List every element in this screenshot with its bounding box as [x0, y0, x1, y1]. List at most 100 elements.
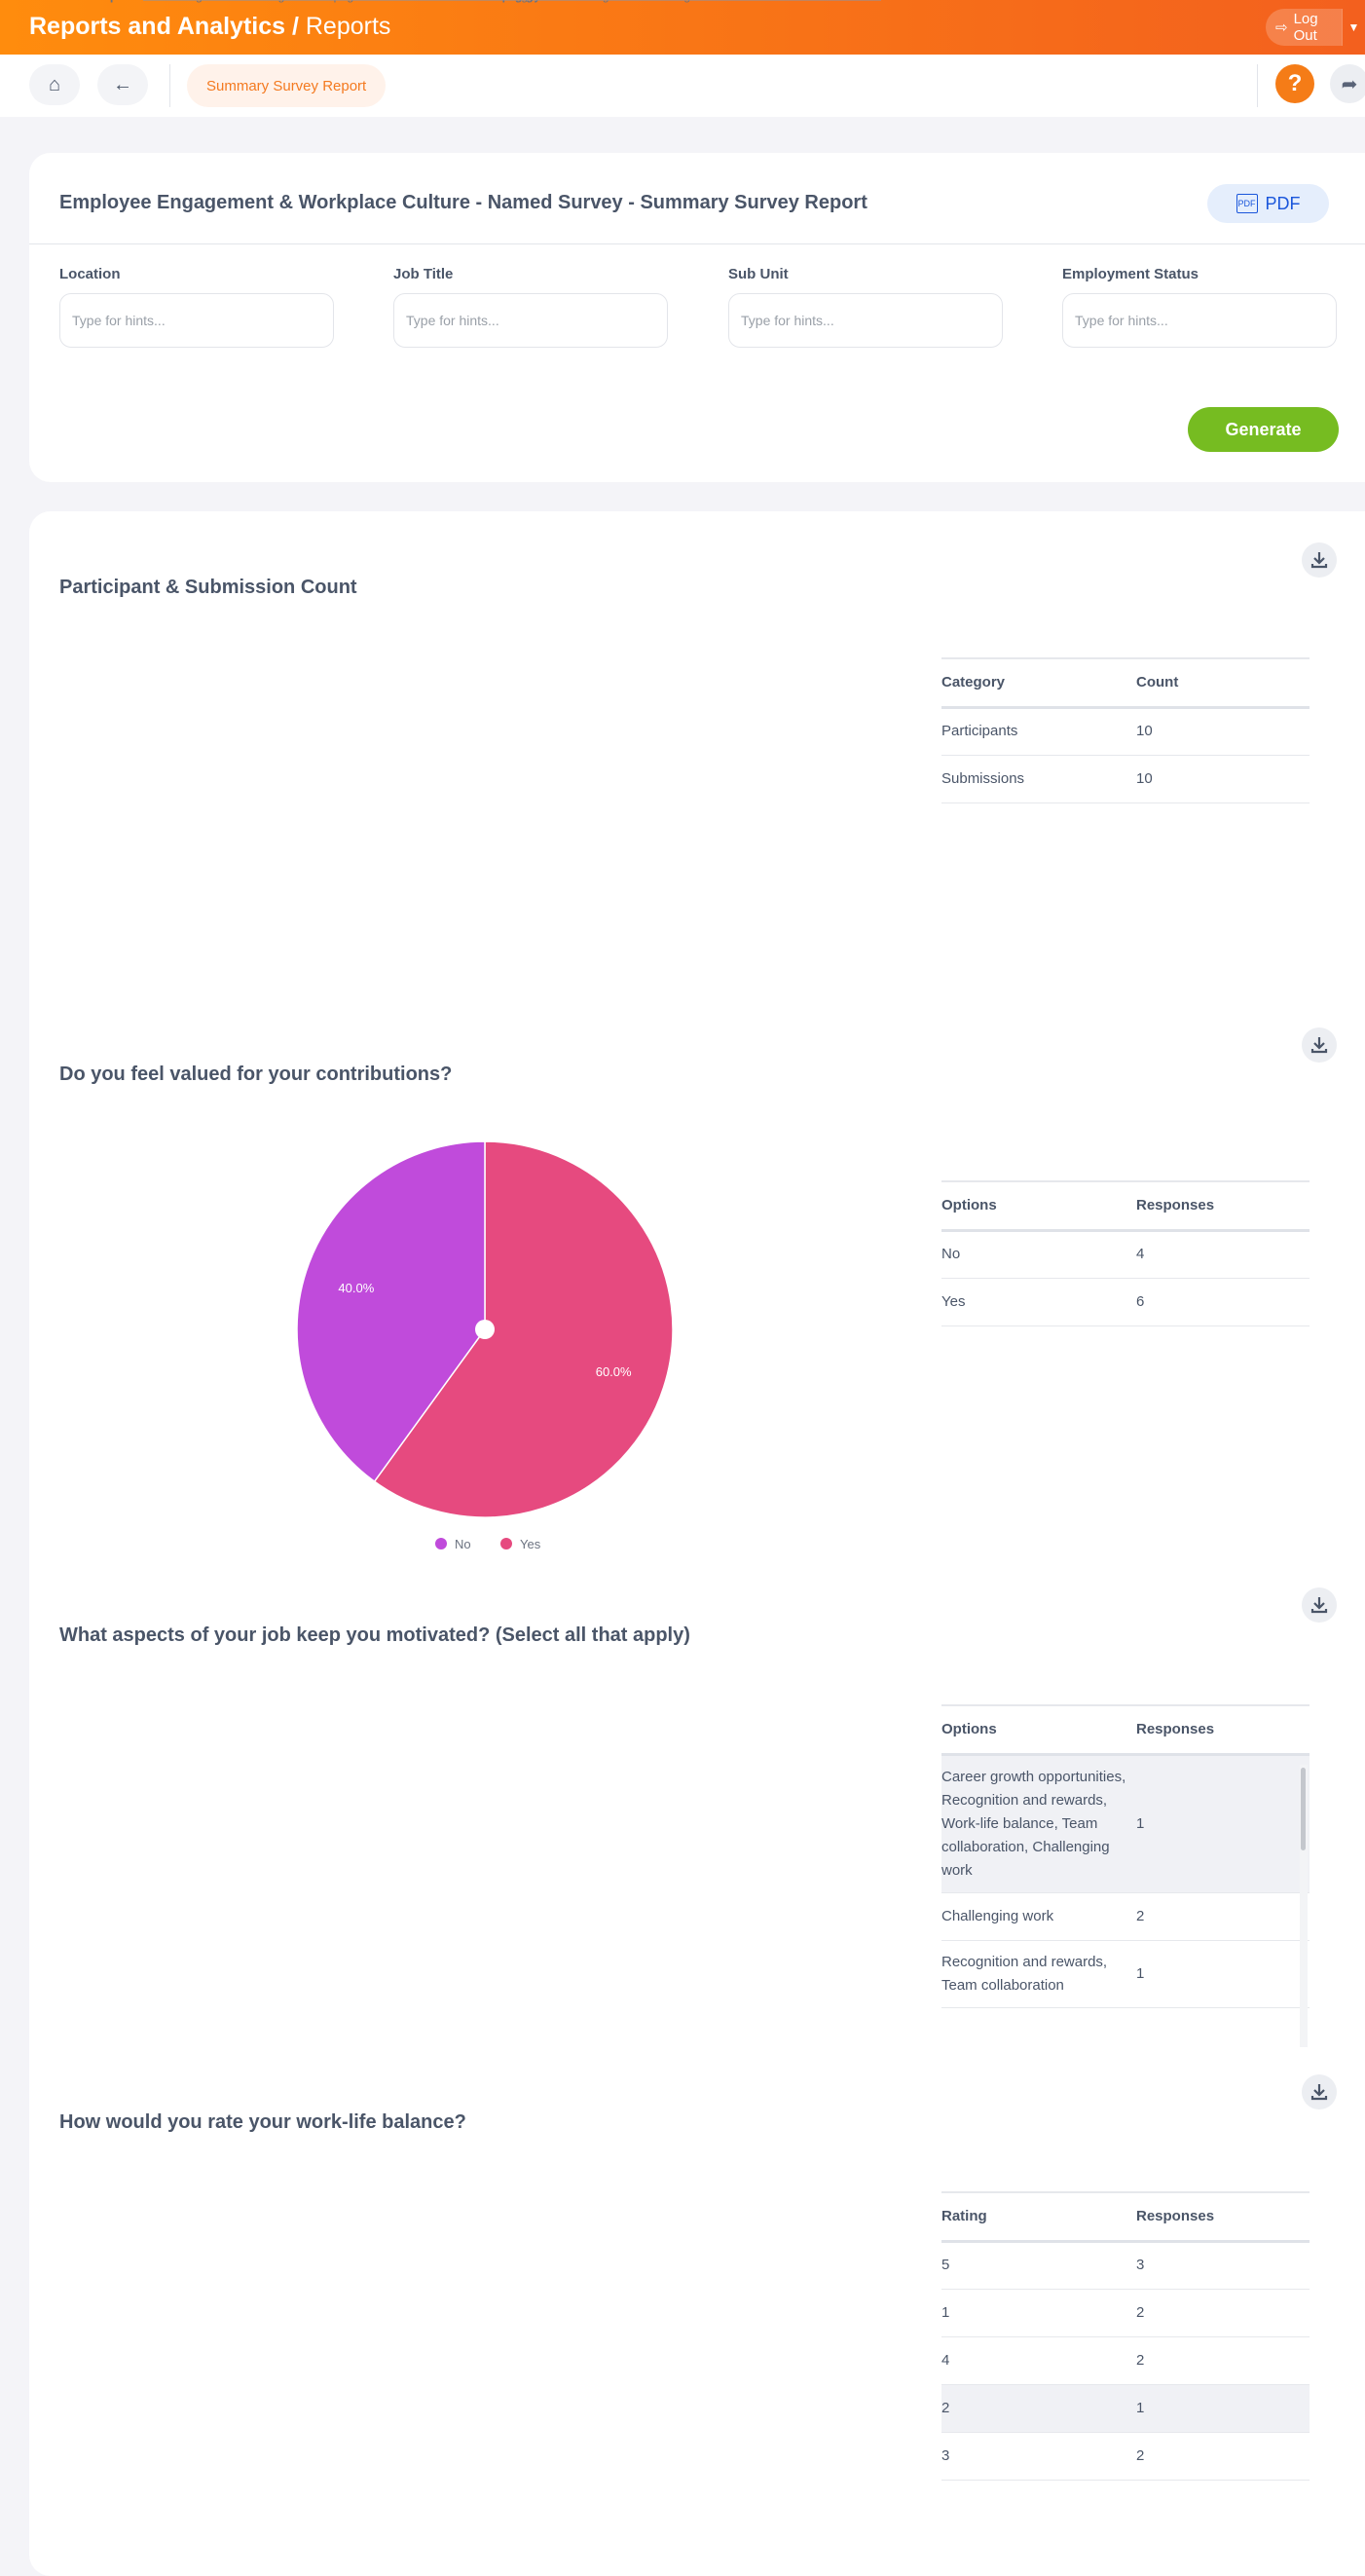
pdf-label: PDF [1265, 193, 1301, 213]
filter-label: Employment Status [1062, 266, 1199, 282]
filter-input[interactable] [59, 293, 334, 348]
arrow-left-icon: ← [113, 73, 132, 95]
share-icon: ➦ [1341, 73, 1358, 95]
table-row: Submissions 10 [941, 755, 1310, 803]
page-title: Reports and Analytics / Reports [29, 13, 391, 40]
filter-label: Location [59, 266, 121, 282]
table-cell: 1 [1136, 2384, 1310, 2433]
table-cell: 1 [1136, 1940, 1310, 2008]
table-cell: 2 [941, 2384, 1136, 2433]
table-cell: No [941, 1230, 1136, 1279]
table-cell: 2 [1136, 2289, 1310, 2337]
column-header: Options [941, 1180, 1136, 1232]
divider [1257, 64, 1258, 107]
data-table: Options Responses No 4 Yes 6 [941, 1180, 1310, 1326]
table-cell: 3 [941, 2432, 1136, 2481]
divider [169, 64, 170, 107]
column-header: Category [941, 657, 1136, 709]
column-header: Responses [1136, 1180, 1310, 1232]
section-title: Participant & Submission Count [59, 577, 357, 598]
table-cell: 2 [1136, 2432, 1310, 2481]
download-button[interactable] [1302, 1587, 1337, 1623]
report-title: Employee Engagement & Workplace Culture … [59, 192, 867, 213]
column-header: Responses [1136, 2191, 1310, 2243]
data-table: Category Count Participants 10 Submissions 10 [941, 657, 1310, 803]
table-cell: 5 [941, 2241, 1136, 2290]
data-table: Options Responses Career growth opportunit… [941, 1704, 1310, 2008]
scrollbar-track[interactable] [1300, 1765, 1308, 2047]
help-icon: ? [1287, 70, 1303, 96]
logout-button[interactable]: ⇨ Log Out [1266, 9, 1342, 46]
section-title: What aspects of your job keep you motiva… [59, 1624, 690, 1646]
table-cell: Career growth opportunities, Recognition… [941, 1754, 1136, 1893]
table-row: Participants 10 [941, 707, 1310, 756]
logout-dropdown-icon[interactable]: ▼ [1342, 9, 1365, 46]
generate-button[interactable]: Generate [1188, 407, 1339, 452]
breadcrumb[interactable]: Summary Survey Report [187, 64, 387, 107]
home-icon: ⌂ [48, 73, 61, 95]
logout-icon: ⇨ [1275, 19, 1288, 36]
table-header-row: Options Responses [941, 1180, 1310, 1232]
download-icon [1310, 2084, 1328, 2101]
top-bar: Reports and Analytics / Reports ⇨ Log Out… [0, 0, 1365, 55]
filter-label: Job Title [393, 266, 454, 282]
download-icon [1310, 552, 1328, 569]
table-row: Recognition and rewards, Team collaborat… [941, 1940, 1310, 2008]
table-cell: Yes [941, 1278, 1136, 1326]
download-icon [1310, 1597, 1328, 1614]
table-cell: 10 [1136, 707, 1310, 756]
filter-input[interactable] [393, 293, 668, 348]
download-button[interactable] [1302, 2074, 1337, 2109]
table-row: No 4 [941, 1230, 1310, 1279]
pdf-icon: PDF [1236, 194, 1258, 213]
table-row: Career growth opportunities, Recognition… [941, 1754, 1310, 1893]
data-table-wrapper: Options Responses No 4 Yes 6 [941, 1180, 1310, 1326]
table-cell: Recognition and rewards, Team collaborat… [941, 1940, 1136, 2008]
download-button[interactable] [1302, 1027, 1337, 1063]
table-cell: 1 [941, 2289, 1136, 2337]
divider [29, 243, 1365, 244]
column-header: Responses [1136, 1704, 1310, 1756]
data-table: Rating Responses 5 3 1 2 4 2 2 1 3 2 [941, 2191, 1310, 2481]
pdf-button[interactable]: PDF PDF [1207, 184, 1329, 223]
scrollbar-thumb[interactable] [1301, 1768, 1306, 1850]
share-button[interactable]: ➦ [1330, 64, 1365, 103]
logout-label: Log Out [1293, 11, 1318, 44]
table-cell: Participants [941, 707, 1136, 756]
table-cell: 1 [1136, 1754, 1310, 1893]
home-button[interactable]: ⌂ [29, 64, 80, 105]
table-cell: 6 [1136, 1278, 1310, 1326]
filter-input[interactable] [1062, 293, 1337, 348]
section-title: How would you rate your work-life balanc… [59, 2111, 466, 2133]
table-header-row: Options Responses [941, 1704, 1310, 1756]
data-table-wrapper: Rating Responses 5 3 1 2 4 2 2 1 3 2 [941, 2191, 1310, 2481]
filter-input[interactable] [728, 293, 1003, 348]
download-icon [1310, 1037, 1328, 1054]
table-header-row: Category Count [941, 657, 1310, 709]
table-row: Yes 6 [941, 1278, 1310, 1326]
back-button[interactable]: ← [97, 64, 148, 105]
column-header: Rating [941, 2191, 1136, 2243]
data-table-wrapper[interactable]: Options Responses Career growth opportunit… [941, 1704, 1310, 2045]
table-cell: 4 [1136, 1230, 1310, 1279]
section-title: Do you feel valued for your contribution… [59, 1064, 453, 1085]
data-table-wrapper: Category Count Participants 10 Submissions 10 [941, 657, 1310, 803]
download-button[interactable] [1302, 542, 1337, 578]
table-cell: 2 [1136, 2336, 1310, 2385]
column-header: Options [941, 1704, 1136, 1756]
column-header: Count [1136, 657, 1310, 709]
table-cell: 2 [1136, 1892, 1310, 1941]
help-button[interactable]: ? [1275, 64, 1314, 103]
table-row: Challenging work 2 [941, 1892, 1310, 1941]
table-header-row: Rating Responses [941, 2191, 1310, 2243]
table-cell: 4 [941, 2336, 1136, 2385]
table-cell: 10 [1136, 755, 1310, 803]
table-cell: Challenging work [941, 1892, 1136, 1941]
table-cell: 3 [1136, 2241, 1310, 2290]
filter-label: Sub Unit [728, 266, 789, 282]
